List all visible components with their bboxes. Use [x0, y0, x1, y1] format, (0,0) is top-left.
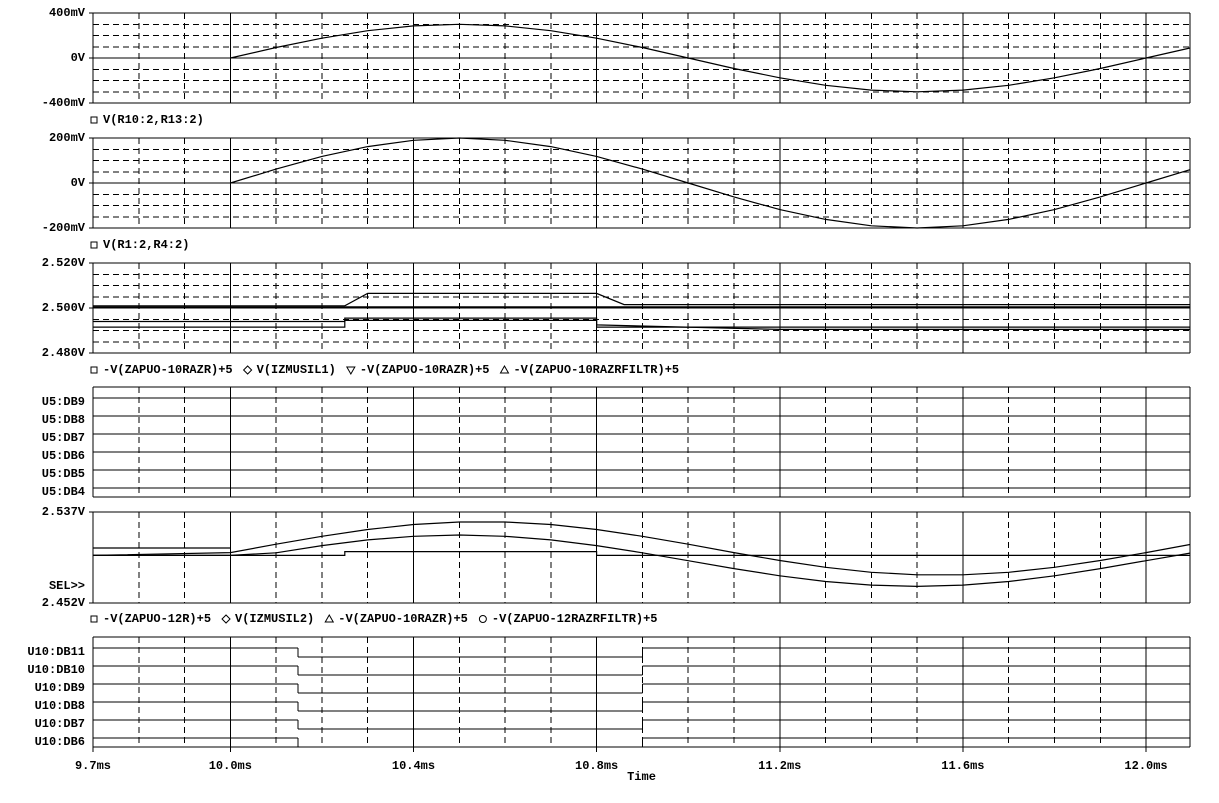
signal-label: U5:DB4	[42, 485, 85, 499]
x-tick-label: 10.8ms	[575, 759, 618, 773]
legend-label: -V(ZAPUO-10RAZR)+5	[360, 363, 490, 377]
trace	[92, 521, 1191, 576]
legend-label: V(IZMUSIL1)	[257, 363, 336, 377]
y-tick-label: 2.480V	[42, 346, 86, 360]
legend-label: V(R1:2,R4:2)	[103, 238, 189, 252]
legend-marker	[499, 364, 510, 374]
y-tick-label: -200mV	[42, 221, 86, 235]
x-tick-label: 10.4ms	[392, 759, 435, 773]
trace	[93, 317, 1190, 330]
signal-label: U10:DB8	[35, 699, 85, 713]
y-tick-label: 200mV	[49, 131, 86, 145]
signal-label: U10:DB9	[35, 681, 85, 695]
x-tick-label: 11.6ms	[941, 759, 984, 773]
x-tick-label: 11.2ms	[758, 759, 801, 773]
y-tick-label: 0V	[71, 176, 86, 190]
legend-label: V(R10:2,R13:2)	[103, 113, 204, 127]
legend-label: -V(ZAPUO-10RAZRFILTR)+5	[513, 363, 679, 377]
legend-label: -V(ZAPUO-10RAZR)+5	[338, 612, 468, 626]
y-tick-label: 2.452V	[42, 596, 86, 610]
legend-marker	[221, 614, 231, 624]
signal-label: U5:DB5	[42, 467, 85, 481]
trace	[93, 319, 1190, 328]
trace	[93, 551, 1190, 556]
legend-label: -V(ZAPUO-12R)+5	[103, 612, 211, 626]
x-axis-title: Time	[627, 770, 656, 784]
x-tick-label: 10.0ms	[209, 759, 252, 773]
trace	[230, 137, 1191, 229]
legend-marker	[324, 613, 335, 623]
y-tick-label: 400mV	[49, 6, 86, 20]
x-tick-label: 9.7ms	[75, 759, 111, 773]
trace	[93, 292, 1190, 307]
signal-label: U5:DB6	[42, 449, 85, 463]
x-tick-label: 12.0ms	[1124, 759, 1167, 773]
signal-label: U10:DB11	[27, 645, 85, 659]
y-tick-label: -400mV	[42, 96, 86, 110]
signal-label: U10:DB10	[27, 663, 85, 677]
y-tick-label: 2.500V	[42, 301, 86, 315]
legend-marker	[90, 241, 98, 249]
signal-label: U5:DB9	[42, 395, 85, 409]
legend-marker	[90, 615, 98, 623]
legend-label: -V(ZAPUO-12RAZRFILTR)+5	[492, 612, 658, 626]
signal-label: U10:DB7	[35, 717, 85, 731]
legend-label: V(IZMUSIL2)	[235, 612, 314, 626]
legend-marker	[478, 615, 487, 623]
legend-marker	[345, 366, 356, 376]
signal-label: U5:DB7	[42, 431, 85, 445]
legend-marker	[90, 116, 98, 124]
y-tick-label: 2.537V	[42, 505, 86, 519]
y-tick-label: 0V	[71, 51, 86, 65]
signal-label: U10:DB6	[35, 735, 85, 749]
signal-label: U5:DB8	[42, 413, 85, 427]
annotation: SEL>>	[49, 579, 85, 593]
legend-marker	[90, 366, 98, 374]
legend-marker	[242, 365, 253, 375]
y-tick-label: 2.520V	[42, 256, 86, 270]
trace	[93, 534, 1191, 588]
legend-label: -V(ZAPUO-10RAZR)+5	[103, 363, 233, 377]
trace	[230, 23, 1191, 93]
